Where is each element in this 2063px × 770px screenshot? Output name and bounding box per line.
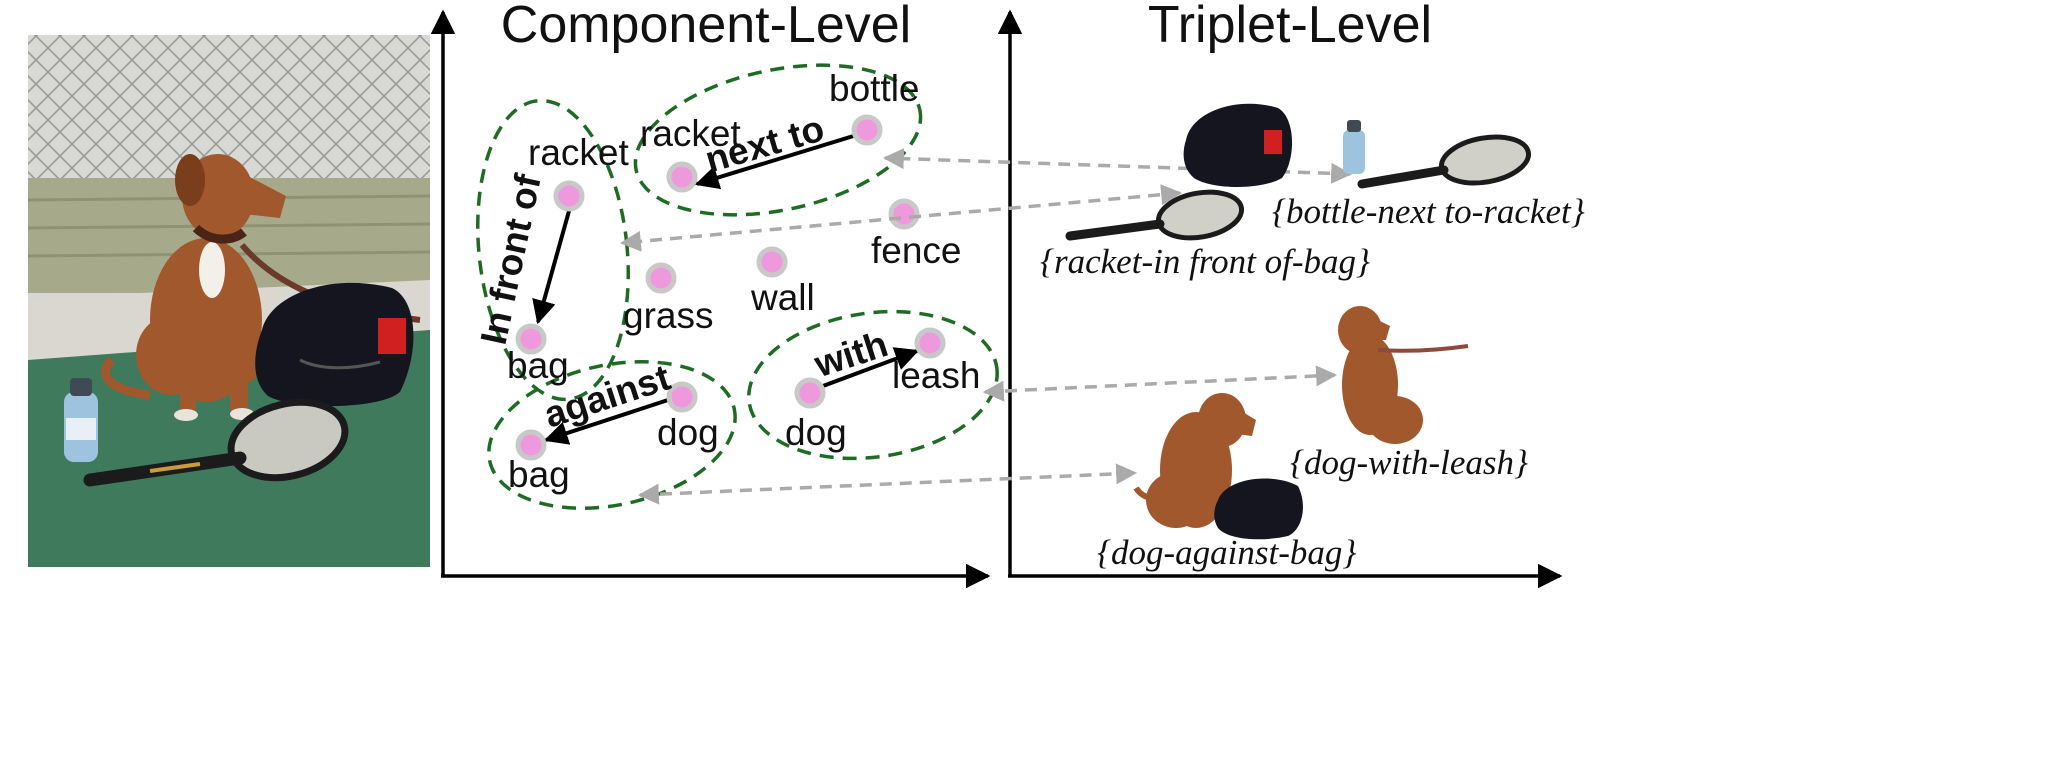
arrow-against bbox=[543, 398, 669, 445]
node-dog-b bbox=[794, 377, 826, 409]
tennis-bag bbox=[255, 282, 414, 407]
label-bag-a: bag bbox=[507, 345, 569, 386]
arrow-in-front-of bbox=[532, 210, 571, 325]
label-racket-b: racket bbox=[640, 113, 741, 154]
component-level-title: Component-Level bbox=[501, 0, 911, 54]
scene-photo bbox=[27, 35, 431, 567]
label-wall: wall bbox=[750, 277, 815, 318]
triplet-level-title: Triplet-Level bbox=[1148, 0, 1432, 54]
thumb-racket-a bbox=[1065, 189, 1245, 241]
label-leash: leash bbox=[892, 355, 980, 396]
label-dog-b: dog bbox=[785, 412, 847, 453]
label-bag-b: bag bbox=[508, 454, 570, 495]
triplet-dog-against-bag: {dog-against-bag} bbox=[1097, 533, 1356, 572]
node-bottle bbox=[851, 114, 883, 146]
thumb-bag bbox=[1183, 103, 1293, 187]
dog bbox=[101, 154, 286, 421]
label-grass: grass bbox=[623, 295, 713, 336]
arrow-with bbox=[822, 347, 920, 388]
node-fence bbox=[888, 198, 920, 230]
left-axes bbox=[430, 9, 991, 589]
link-bottle-racket bbox=[882, 148, 1353, 184]
thumb-racket-b bbox=[1357, 134, 1531, 189]
label-fence: fence bbox=[871, 230, 962, 271]
node-grass bbox=[645, 262, 677, 294]
relation-arrows bbox=[532, 132, 920, 445]
dog-collar bbox=[192, 224, 247, 244]
link-dog-leash bbox=[982, 365, 1338, 402]
node-bag-b bbox=[515, 429, 547, 461]
node-wall bbox=[756, 246, 788, 278]
thumb-bottle bbox=[1343, 120, 1365, 174]
node-leash bbox=[914, 327, 946, 359]
correspondence-links bbox=[619, 148, 1353, 505]
tennis-racket bbox=[83, 398, 349, 487]
triplet-racket-in-front-of-bag: {racket-in front of-bag} bbox=[1040, 242, 1370, 281]
node-racket-b bbox=[666, 161, 698, 193]
triplet-bottle-next-to-racket: {bottle-next to-racket} bbox=[1272, 192, 1585, 231]
link-dog-bag bbox=[637, 463, 1138, 505]
thumb-dog-leash bbox=[1338, 306, 1469, 444]
arrow-next-to bbox=[694, 132, 861, 190]
label-bottle: bottle bbox=[829, 68, 920, 109]
group-dog-bag bbox=[487, 360, 737, 510]
link-racket-bag bbox=[619, 184, 1183, 252]
thumb-dog-bag bbox=[1133, 393, 1303, 540]
triplet-dog-with-leash: {dog-with-leash} bbox=[1290, 443, 1528, 482]
node-dog-a bbox=[666, 381, 698, 413]
node-racket-a bbox=[553, 180, 585, 212]
node-bag-a bbox=[515, 323, 547, 355]
label-racket-a: racket bbox=[528, 132, 629, 173]
label-dog-a: dog bbox=[657, 412, 719, 453]
water-bottle bbox=[64, 378, 98, 462]
